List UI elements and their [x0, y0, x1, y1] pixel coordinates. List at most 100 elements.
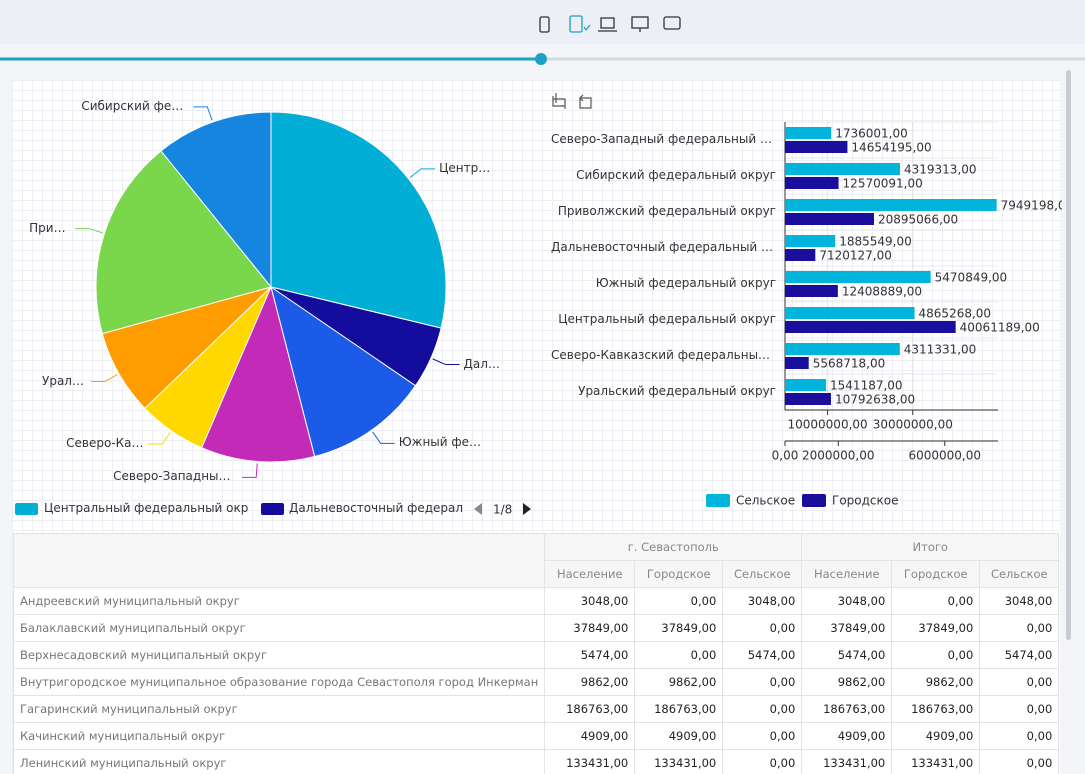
- cell: 3048,00: [544, 587, 636, 615]
- bar: [785, 307, 915, 319]
- cell: 0,00: [891, 641, 981, 669]
- bar: [785, 249, 816, 261]
- table-row: Качинский муниципальный округ 4909,00 4909…: [12, 722, 1060, 750]
- cell: 4909,00: [891, 722, 981, 750]
- cell: 0,00: [979, 668, 1060, 696]
- cell: 9862,00: [891, 668, 981, 696]
- cell: 3048,00: [979, 587, 1060, 615]
- cell: 186763,00: [801, 695, 893, 723]
- cell: 37849,00: [544, 614, 636, 642]
- tablet-button[interactable]: [569, 15, 583, 33]
- bar: [785, 393, 831, 405]
- leader-line: [409, 168, 436, 178]
- cell: 0,00: [722, 668, 803, 696]
- table-row: Балаклавский муниципальный округ 37849,00…: [12, 614, 1060, 642]
- bar: [785, 199, 997, 211]
- value-label: 7120127,00: [819, 249, 892, 263]
- slice-label: Южный федеральный округ: [398, 435, 489, 450]
- cell: 0,00: [722, 695, 803, 723]
- value-label: 7949198,00: [1001, 199, 1062, 213]
- value-label: 4865268,00: [919, 307, 992, 321]
- cell: 0,00: [722, 614, 803, 642]
- bar: [785, 343, 900, 355]
- legend-swatch: [15, 503, 38, 515]
- table-row: Верхнесадовский муниципальный округ 5474,…: [12, 641, 1060, 669]
- cell: 4909,00: [634, 722, 724, 750]
- phone-button[interactable]: [539, 16, 550, 33]
- reset-button[interactable]: [579, 94, 592, 109]
- leader-line: [242, 463, 258, 478]
- cell: 0,00: [979, 695, 1060, 723]
- bar: [785, 213, 875, 225]
- legend-label: Дальневосточный федеральный округ: [289, 501, 464, 515]
- legend-next[interactable]: [523, 503, 531, 515]
- cell: 3048,00: [722, 587, 803, 615]
- bar: [785, 127, 832, 139]
- slice-label: Уральский федеральный округ: [42, 373, 87, 388]
- column-header: Городское: [634, 560, 724, 588]
- row-label: Гагаринский муниципальный округ: [12, 695, 546, 723]
- bar: [785, 141, 848, 153]
- selected-check: [583, 24, 591, 32]
- leader-line: [432, 358, 460, 366]
- pie-slice: [270, 111, 447, 329]
- bar: [785, 357, 809, 369]
- value-label: 5568718,00: [813, 357, 886, 371]
- slice-label: Центральный федеральный округ: [439, 160, 494, 175]
- width-slider[interactable]: [0, 50, 1085, 70]
- leader-line: [193, 106, 213, 121]
- category-label: Уральский федеральный округ: [578, 384, 776, 398]
- device-icons: [539, 15, 681, 33]
- value-label: 40061189,00: [960, 321, 1040, 335]
- cell: 5474,00: [722, 641, 803, 669]
- cell: 9862,00: [544, 668, 636, 696]
- crop-button[interactable]: [552, 93, 566, 109]
- laptop-button[interactable]: [600, 17, 615, 29]
- column-header: Население: [801, 560, 893, 588]
- cell: 0,00: [979, 614, 1060, 642]
- cell: 133431,00: [634, 749, 724, 774]
- pie-slice: [160, 111, 272, 289]
- value-label: 5470849,00: [935, 271, 1008, 285]
- category-label: Северо-Западный федеральный округ: [551, 132, 776, 146]
- cell: 4909,00: [801, 722, 893, 750]
- table-row: Гагаринский муниципальный округ 186763,00…: [12, 695, 1060, 723]
- row-label: Верхнесадовский муниципальный округ: [12, 641, 546, 669]
- row-label: Внутригородское муниципальное образовани…: [12, 668, 546, 696]
- bar: [785, 163, 901, 175]
- slice-label: Дальневосточный федеральный округ: [463, 356, 504, 371]
- category-label: Приволжский федеральный округ: [557, 204, 776, 218]
- table-row: Андреевский муниципальный округ 3048,00 0,…: [12, 587, 1060, 615]
- column-header: Сельское: [722, 560, 803, 588]
- cell: 37849,00: [801, 614, 893, 642]
- value-label: 10792638,00: [835, 393, 915, 407]
- row-label: Балаклавский муниципальный округ: [12, 614, 546, 642]
- slider-knob[interactable]: [535, 53, 547, 65]
- group-header: г. Севастополь: [544, 533, 803, 561]
- cell: 3048,00: [801, 587, 893, 615]
- cell: 186763,00: [544, 695, 636, 723]
- legend-swatch: [802, 494, 826, 507]
- legend-page: 1/8: [493, 503, 512, 517]
- cell: 5474,00: [979, 641, 1060, 669]
- bar: [785, 271, 931, 283]
- value-label: 20895066,00: [878, 213, 958, 227]
- legend-swatch: [706, 494, 730, 507]
- cell: 133431,00: [544, 749, 636, 774]
- legend-label: Сельское: [736, 494, 795, 508]
- slice-label: Сибирский федеральный округ: [81, 98, 189, 113]
- row-label: Качинский муниципальный округ: [12, 722, 546, 750]
- legend-prev[interactable]: [474, 503, 482, 515]
- value-label: 1885549,00: [839, 235, 912, 249]
- cell: 37849,00: [634, 614, 724, 642]
- value-label: 12570091,00: [843, 177, 923, 191]
- tv-button[interactable]: [663, 16, 681, 30]
- value-label: 1541187,00: [830, 379, 903, 393]
- row-label: Ленинский муниципальный округ: [12, 749, 546, 774]
- scrollbar[interactable]: [1066, 70, 1071, 640]
- cell: 9862,00: [634, 668, 724, 696]
- chart-tools: [552, 93, 592, 109]
- pie-slice: [270, 285, 417, 458]
- bar: [785, 321, 956, 333]
